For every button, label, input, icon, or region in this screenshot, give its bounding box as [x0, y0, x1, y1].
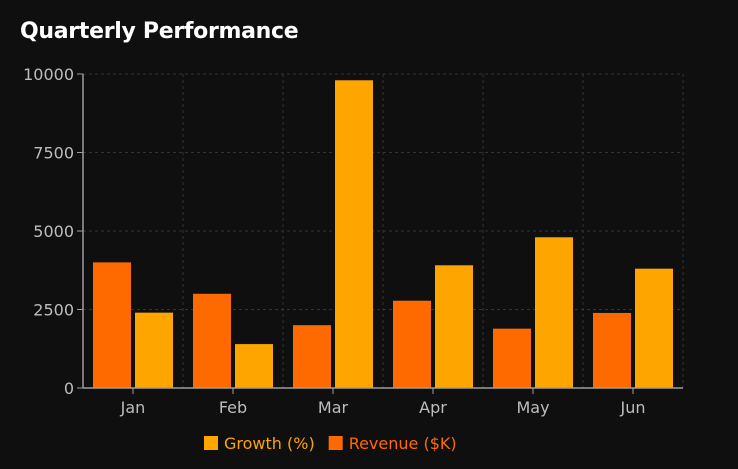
bar-feb-series-0[interactable] [193, 293, 231, 388]
bar-mar-series-1[interactable] [335, 80, 373, 388]
bar-apr-series-1[interactable] [435, 265, 473, 388]
y-tick-label: 5000 [33, 222, 74, 241]
bar-jan-series-0[interactable] [93, 262, 131, 388]
bar-may-series-0[interactable] [493, 328, 531, 388]
x-tick-label: Jun [620, 398, 646, 417]
bar-feb-series-1[interactable] [235, 344, 273, 388]
bar-may-series-1[interactable] [535, 237, 573, 388]
y-tick-label: 2500 [33, 301, 74, 320]
chart-title: Quarterly Performance [20, 19, 299, 44]
x-tick-label: May [516, 398, 549, 417]
y-tick-label: 0 [64, 379, 74, 398]
bar-jun-series-1[interactable] [635, 268, 673, 388]
legend-label[interactable]: Revenue ($K) [349, 434, 457, 453]
bar-jan-series-1[interactable] [135, 312, 173, 388]
y-tick-label: 7500 [33, 144, 74, 163]
x-tick-label: Feb [219, 398, 247, 417]
legend-label[interactable]: Growth (%) [224, 434, 315, 453]
legend-swatch[interactable] [204, 436, 218, 450]
y-tick-label: 10000 [23, 65, 74, 84]
bar-apr-series-0[interactable] [393, 300, 431, 388]
bar-jun-series-0[interactable] [593, 312, 631, 388]
x-tick-label: Jan [120, 398, 146, 417]
legend-swatch[interactable] [328, 436, 343, 450]
x-tick-label: Apr [419, 398, 447, 417]
x-tick-label: Mar [318, 398, 349, 417]
bar-mar-series-0[interactable] [293, 325, 331, 388]
